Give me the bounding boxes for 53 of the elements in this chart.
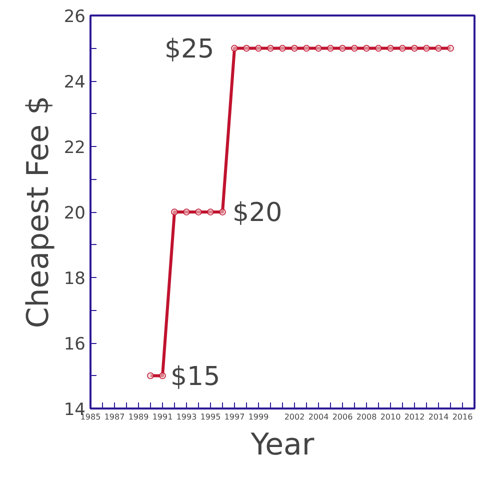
x-tick-label: 1995 [200,412,221,422]
x-tick-label: 2008 [356,412,377,422]
point [255,44,262,52]
point [231,44,238,52]
y-tick-label: 24 [64,72,86,92]
point [363,44,370,52]
point [171,208,178,216]
x-axis-title: Year [250,428,315,462]
point [147,372,154,380]
point [411,44,418,52]
annotation: $20 [232,198,282,228]
point [315,44,322,52]
x-tick-label: 1997 [224,412,245,422]
point [375,44,382,52]
point [267,44,274,52]
x-tick-label: 2004 [308,412,329,422]
x-tick-label: 1999 [248,412,269,422]
y-tick-label: 18 [64,269,86,289]
point [447,44,454,52]
x-tick-label: 1991 [152,412,173,422]
point [195,208,202,216]
y-tick-label: 26 [64,7,86,27]
x-tick-label: 2002 [284,412,305,422]
x-tick-label: 2006 [332,412,353,422]
x-tick-label: 1989 [128,412,149,422]
point [159,372,166,380]
point [243,44,250,52]
point [303,44,310,52]
y-axis-title: Cheapest Fee $ [20,96,56,328]
point [399,44,406,52]
point [435,44,442,52]
x-tick-label: 1993 [176,412,197,422]
point [279,44,286,52]
point [183,208,190,216]
y-tick-label: 16 [64,334,86,354]
annotation: $15 [170,362,220,392]
x-tick-label: 2010 [380,412,401,422]
y-tick-label: 22 [64,138,86,158]
x-tick-label: 2014 [428,412,449,422]
x-tick-label: 1987 [104,412,125,422]
point [327,44,334,52]
point [291,44,298,52]
point [423,44,430,52]
y-tick-label: 20 [64,204,86,224]
point [387,44,394,52]
x-tick-label: 2012 [404,412,425,422]
x-tick-label: 2016 [452,412,473,422]
point [207,208,214,216]
point [219,208,226,216]
point [339,44,346,52]
annotation: $25 [164,34,214,64]
point [351,44,358,52]
x-tick-label: 1985 [80,412,101,422]
